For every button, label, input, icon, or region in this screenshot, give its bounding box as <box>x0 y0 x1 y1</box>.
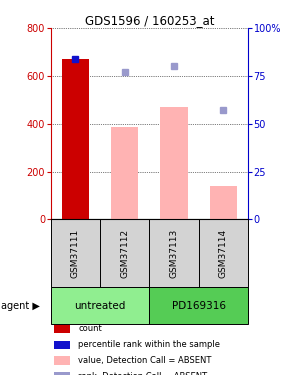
Bar <box>111 128 138 219</box>
Bar <box>199 219 248 287</box>
Text: rank, Detection Call = ABSENT: rank, Detection Call = ABSENT <box>78 372 207 375</box>
Bar <box>62 59 89 219</box>
Text: GSM37111: GSM37111 <box>71 228 80 278</box>
Bar <box>51 287 149 324</box>
Text: untreated: untreated <box>74 301 126 310</box>
Text: GSM37113: GSM37113 <box>169 228 179 278</box>
Text: value, Detection Call = ABSENT: value, Detection Call = ABSENT <box>78 356 212 365</box>
Text: count: count <box>78 324 102 333</box>
Text: GSM37112: GSM37112 <box>120 228 129 278</box>
Bar <box>51 219 100 287</box>
Title: GDS1596 / 160253_at: GDS1596 / 160253_at <box>85 14 214 27</box>
Bar <box>100 219 149 287</box>
Text: agent ▶: agent ▶ <box>1 301 40 310</box>
Bar <box>149 287 248 324</box>
Bar <box>149 219 199 287</box>
Text: percentile rank within the sample: percentile rank within the sample <box>78 340 220 349</box>
Text: GSM37114: GSM37114 <box>219 228 228 278</box>
Bar <box>160 107 188 219</box>
Bar <box>210 186 237 219</box>
Text: PD169316: PD169316 <box>172 301 226 310</box>
